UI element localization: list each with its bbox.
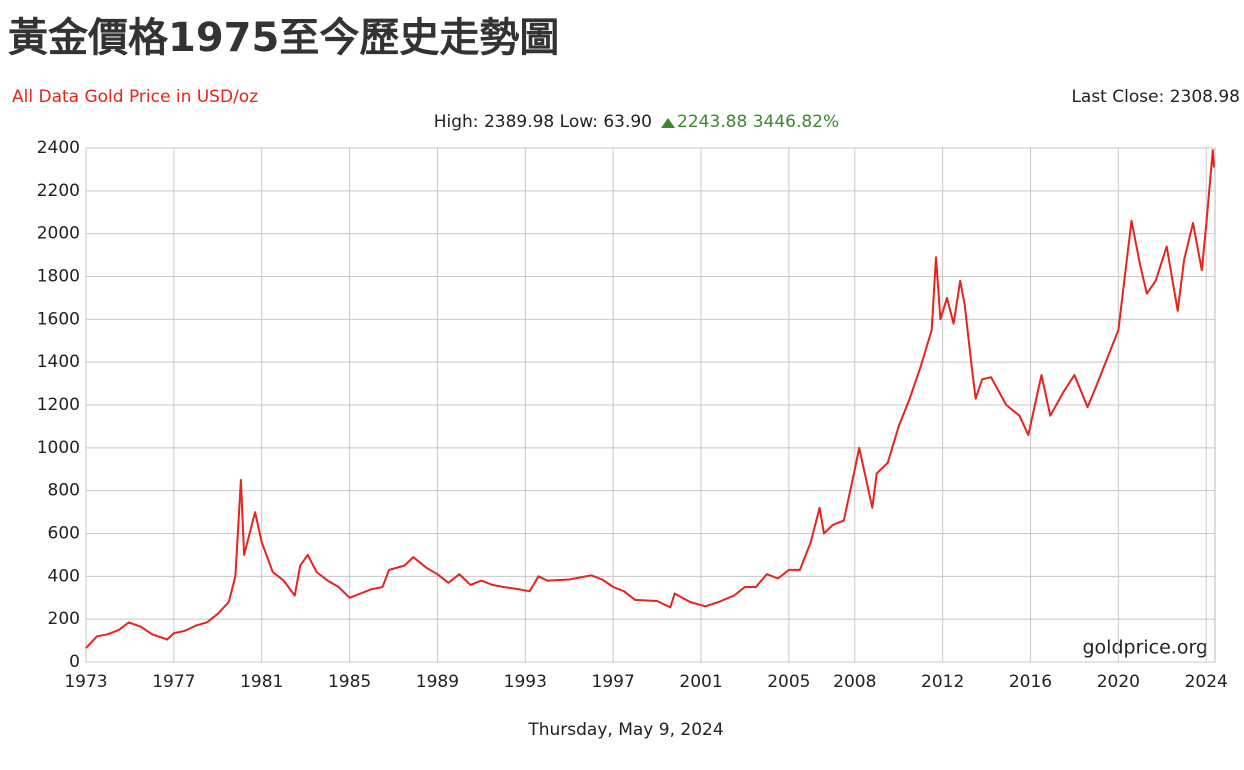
x-tick-label: 2012 [921,672,964,692]
y-tick-label: 800 [48,481,80,501]
watermark: goldprice.org [1082,637,1208,659]
date: Thursday, May 9, 2024 [527,720,723,740]
y-tick-label: 1200 [37,395,80,415]
price-line [85,149,1215,649]
chart-title: 黃金價格1975至今歷史走勢圖 [8,15,559,61]
change: 2243.88 3446.82% [677,112,839,132]
subtitle: All Data Gold Price in USD/oz [12,87,258,107]
y-tick-label: 1000 [37,438,80,458]
y-tick-label: 1800 [37,267,80,287]
y-tick-label: 200 [48,609,80,629]
x-tick-label: 2008 [833,672,876,692]
up-arrow [661,118,675,128]
x-tick-label: 2024 [1185,672,1228,692]
last-close: Last Close: 2308.98 [1071,87,1240,107]
stats: High: 2389.98 Low: 63.90 [434,112,652,132]
y-tick-label: 2200 [37,181,80,201]
y-tick-label: 1400 [37,352,80,372]
y-tick-label: 2400 [37,138,80,158]
y-tick-label: 2000 [37,224,80,244]
x-tick-label: 2005 [767,672,810,692]
x-tick-label: 1989 [416,672,459,692]
x-tick-label: 2016 [1009,672,1052,692]
y-tick-label: 0 [69,652,80,672]
x-tick-label: 1993 [504,672,547,692]
x-tick-label: 2020 [1097,672,1140,692]
y-tick-label: 1600 [37,309,80,329]
x-tick-label: 1985 [328,672,371,692]
y-tick-label: 600 [48,524,80,544]
x-tick-label: 1981 [240,672,283,692]
x-tick-label: 1997 [592,672,635,692]
x-tick-label: 2001 [679,672,722,692]
y-tick-label: 400 [48,566,80,586]
x-tick-label: 1973 [64,672,107,692]
x-tick-label: 1977 [152,672,195,692]
